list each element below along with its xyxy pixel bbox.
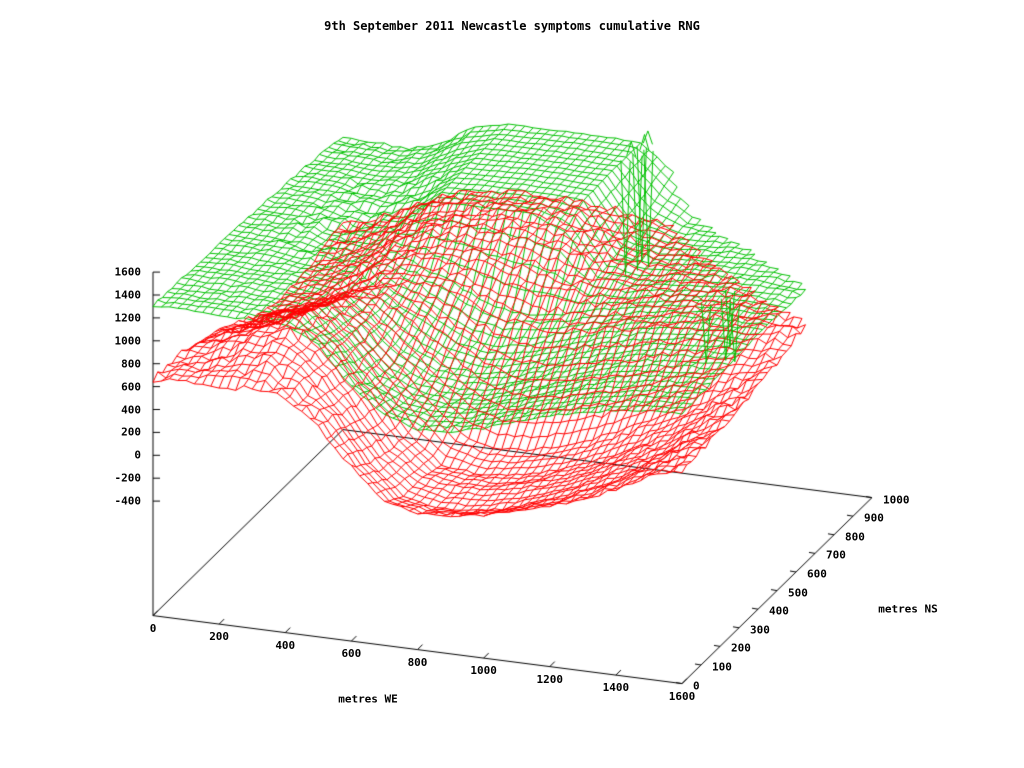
we-axis-label: metres WE: [338, 692, 398, 706]
chart-title: 9th September 2011 Newcastle symptoms cu…: [324, 19, 700, 33]
ns-axis-label: metres NS: [878, 602, 938, 616]
